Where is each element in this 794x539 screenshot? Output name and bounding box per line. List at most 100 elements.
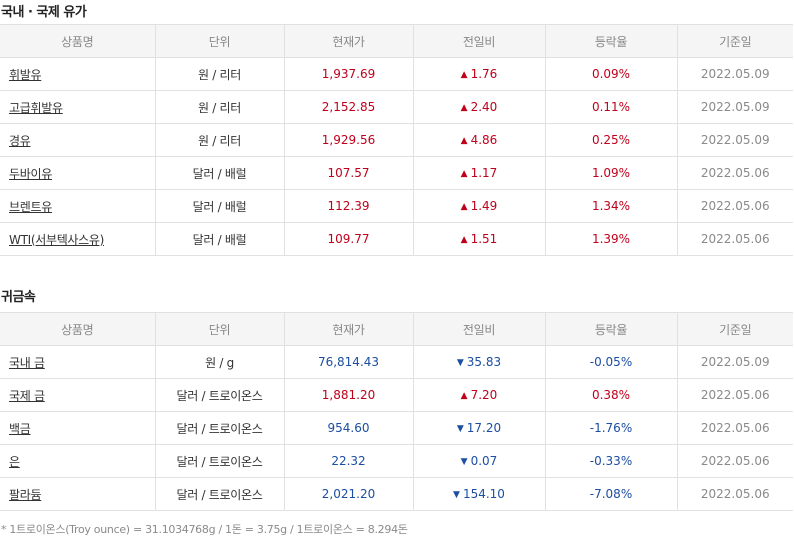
change-cell: ▲ 1.51 — [412, 222, 546, 256]
change-cell: ▲ 2.40 — [412, 90, 546, 124]
up-arrow-icon: ▲ — [460, 391, 468, 401]
date-cell: 2022.05.09 — [676, 57, 793, 91]
column-header-name: 상품명 — [0, 24, 156, 58]
rate-cell: -1.76% — [544, 411, 678, 445]
change-value: 1.49 — [470, 199, 498, 213]
unit-cell: 달러 / 배럴 — [154, 189, 285, 223]
date-cell: 2022.05.09 — [676, 123, 793, 157]
price-cell: 109.77 — [283, 222, 414, 256]
product-link[interactable]: 고급휘발유 — [9, 100, 63, 115]
price-cell: 1,929.56 — [283, 123, 414, 157]
rate-cell: 1.09% — [544, 156, 678, 190]
unit-cell: 원 / g — [154, 345, 285, 379]
price-cell: 112.39 — [283, 189, 414, 223]
date-cell: 2022.05.06 — [676, 222, 793, 256]
column-header-rate: 등락율 — [544, 24, 678, 58]
table-row: 두바이유 달러 / 배럴 107.57 ▲ 1.17 1.09% 2022.05.06 — [0, 156, 793, 190]
product-link[interactable]: 국제 금 — [9, 388, 45, 403]
change-value: 154.10 — [462, 487, 505, 501]
table-row: 브렌트유 달러 / 배럴 112.39 ▲ 1.49 1.34% 2022.05.06 — [0, 189, 793, 223]
change-cell: ▲ 1.49 — [412, 189, 546, 223]
down-arrow-icon: ▼ — [456, 424, 464, 434]
up-arrow-icon: ▲ — [460, 70, 468, 80]
product-link[interactable]: 두바이유 — [9, 166, 52, 181]
change-value: 1.76 — [470, 67, 498, 81]
rate-cell: 1.34% — [544, 189, 678, 223]
table-row: 은 달러 / 트로이온스 22.32 ▼ 0.07 -0.33% 2022.05.06 — [0, 444, 793, 478]
change-value: 7.20 — [470, 388, 498, 402]
product-name-cell: 두바이유 — [0, 156, 156, 190]
product-name-cell: 국제 금 — [0, 378, 156, 412]
oil-price-table: 상품명 단위 현재가 전일비 등락율 기준일 휘발유 원 / 리터 1,937.69… — [0, 24, 793, 256]
change-value: 17.20 — [466, 421, 502, 435]
product-name-cell: 고급휘발유 — [0, 90, 156, 124]
price-cell: 22.32 — [283, 444, 414, 478]
date-cell: 2022.05.06 — [676, 477, 793, 511]
rate-cell: 0.25% — [544, 123, 678, 157]
unit-cell: 달러 / 트로이온스 — [154, 378, 285, 412]
price-cell: 2,152.85 — [283, 90, 414, 124]
rate-cell: 0.11% — [544, 90, 678, 124]
table-row: 백금 달러 / 트로이온스 954.60 ▼ 17.20 -1.76% 2022.05.06 — [0, 411, 793, 445]
rate-cell: -0.33% — [544, 444, 678, 478]
unit-cell: 달러 / 트로이온스 — [154, 477, 285, 511]
date-cell: 2022.05.06 — [676, 156, 793, 190]
table-row: 국제 금 달러 / 트로이온스 1,881.20 ▲ 7.20 0.38% 2022.05.… — [0, 378, 793, 412]
rate-cell: 1.39% — [544, 222, 678, 256]
oil-table-body: 휘발유 원 / 리터 1,937.69 ▲ 1.76 0.09% 2022.05.09 고급휘… — [0, 57, 793, 256]
rate-cell: -0.05% — [544, 345, 678, 379]
column-header-price: 현재가 — [283, 24, 414, 58]
column-header-date: 기준일 — [676, 312, 793, 346]
change-cell: ▲ 1.76 — [412, 57, 546, 91]
price-cell: 954.60 — [283, 411, 414, 445]
up-arrow-icon: ▲ — [460, 136, 468, 146]
date-cell: 2022.05.06 — [676, 444, 793, 478]
product-name-cell: 팔라듐 — [0, 477, 156, 511]
rate-cell: -7.08% — [544, 477, 678, 511]
down-arrow-icon: ▼ — [453, 490, 460, 500]
product-name-cell: 백금 — [0, 411, 156, 445]
down-arrow-icon: ▼ — [460, 457, 468, 467]
down-arrow-icon: ▼ — [456, 358, 464, 368]
change-value: 1.51 — [470, 232, 498, 246]
change-cell: ▼ 17.20 — [412, 411, 546, 445]
change-value: 2.40 — [470, 100, 498, 114]
unit-cell: 달러 / 트로이온스 — [154, 411, 285, 445]
table-header-row: 상품명 단위 현재가 전일비 등락율 기준일 — [0, 24, 793, 58]
product-link[interactable]: 휘발유 — [9, 67, 42, 82]
product-link[interactable]: 은 — [9, 454, 20, 469]
product-link[interactable]: 백금 — [9, 421, 31, 436]
column-header-name: 상품명 — [0, 312, 156, 346]
date-cell: 2022.05.09 — [676, 345, 793, 379]
rate-cell: 0.09% — [544, 57, 678, 91]
table-row: 경유 원 / 리터 1,929.56 ▲ 4.86 0.25% 2022.05.09 — [0, 123, 793, 157]
unit-cell: 달러 / 배럴 — [154, 156, 285, 190]
date-cell: 2022.05.09 — [676, 90, 793, 124]
change-cell: ▲ 1.17 — [412, 156, 546, 190]
product-link[interactable]: WTI(서부텍사스유) — [9, 232, 105, 247]
price-cell: 107.57 — [283, 156, 414, 190]
column-header-rate: 등락율 — [544, 312, 678, 346]
table-header-row: 상품명 단위 현재가 전일비 등락율 기준일 — [0, 312, 793, 346]
metal-section-title: 귀금속 — [1, 290, 36, 305]
product-name-cell: 휘발유 — [0, 57, 156, 91]
change-value: 4.86 — [470, 133, 498, 147]
product-link[interactable]: 경유 — [9, 133, 31, 148]
product-link[interactable]: 팔라듐 — [9, 487, 42, 502]
product-name-cell: WTI(서부텍사스유) — [0, 222, 156, 256]
product-name-cell: 브렌트유 — [0, 189, 156, 223]
price-cell: 1,881.20 — [283, 378, 414, 412]
product-link[interactable]: 브렌트유 — [9, 199, 52, 214]
change-value: 35.83 — [466, 355, 502, 369]
table-row: WTI(서부텍사스유) 달러 / 배럴 109.77 ▲ 1.51 1.39% 2022.0… — [0, 222, 793, 256]
change-cell: ▲ 4.86 — [412, 123, 546, 157]
price-cell: 2,021.20 — [283, 477, 414, 511]
change-cell: ▼ 0.07 — [412, 444, 546, 478]
product-link[interactable]: 국내 금 — [9, 355, 45, 370]
column-header-unit: 단위 — [154, 24, 285, 58]
product-name-cell: 은 — [0, 444, 156, 478]
column-header-unit: 단위 — [154, 312, 285, 346]
up-arrow-icon: ▲ — [460, 169, 468, 179]
unit-cell: 원 / 리터 — [154, 57, 285, 91]
